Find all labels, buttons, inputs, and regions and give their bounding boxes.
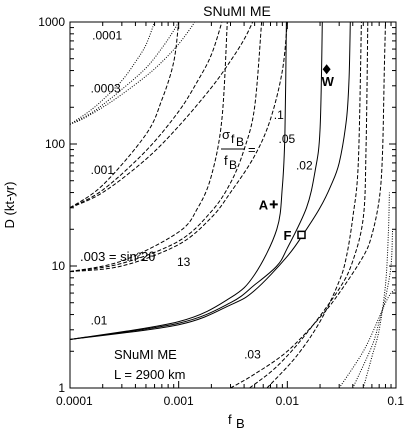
- curve-dashed-15: [249, 22, 369, 388]
- y-axis-label: D (kt-yr): [2, 182, 17, 229]
- inset-label: SNuMI ME L = 2900 km: [114, 347, 185, 382]
- series-label: .03: [244, 347, 261, 361]
- sigma-equals: =: [248, 142, 256, 157]
- curve-solid-11: [70, 22, 351, 340]
- x-tick-label: 0.0001: [56, 394, 93, 408]
- curve-dashed-14: [230, 22, 386, 388]
- sin2-sub: 13: [177, 255, 191, 269]
- curve-dashed-5: [70, 22, 254, 209]
- series-labels: .0001 .0003 .001 .01 .03 .1 .05.02: [91, 28, 313, 361]
- curve-dashed-10: [70, 22, 228, 273]
- series-label: .02: [296, 158, 313, 172]
- series-label: .05: [279, 132, 296, 146]
- marker-f-label: F: [283, 228, 291, 243]
- sigma-denominator: f: [224, 153, 228, 168]
- marker-w-symbol: [322, 64, 331, 75]
- markers: W A F: [259, 64, 335, 243]
- series-label: .0003: [91, 81, 121, 95]
- x-axis-label: f: [228, 412, 232, 427]
- plot-frame: [69, 21, 397, 389]
- chart-title: SNuMI ME: [203, 3, 271, 19]
- x-axis-label-sub: B: [236, 416, 245, 431]
- series-label: .1: [274, 108, 284, 122]
- sigma-den-sub: B: [229, 158, 237, 172]
- y-tick-label: 100: [45, 137, 65, 151]
- inset-line1: SNuMI ME: [114, 347, 177, 362]
- curve-dashed-16: [266, 22, 362, 388]
- series-label: .01: [91, 314, 108, 328]
- curve-dotted-4: [70, 22, 156, 125]
- curve-dotted-2: [70, 22, 195, 125]
- sigma-label: σ f B f B =: [221, 127, 256, 172]
- series-label: .001: [91, 163, 115, 177]
- curve-dashed-7: [70, 22, 180, 209]
- marker-a-label: A: [259, 197, 269, 212]
- marker-w-label: W: [322, 74, 335, 89]
- sigma-num-sub: f: [231, 132, 235, 146]
- y-tick-label: 1000: [38, 15, 65, 29]
- sin2-label: .003 = sin²2θ 13: [80, 249, 191, 269]
- y-tick-label: 10: [52, 259, 66, 273]
- sigma-num-subsub: B: [236, 135, 244, 149]
- x-tick-label: 0.001: [164, 394, 194, 408]
- tick-labels: 0.0001 0.001 0.01 0.1 1 10 100 1000: [38, 15, 404, 408]
- curve-solid-13: [70, 22, 287, 340]
- curves: [70, 22, 396, 388]
- series-label: .0001: [92, 28, 122, 42]
- sin2-text: .003 = sin²2θ: [80, 249, 156, 264]
- x-tick-label: 0.01: [276, 394, 300, 408]
- x-tick-label: 0.1: [387, 394, 404, 408]
- curve-dashed-9: [70, 22, 263, 273]
- marker-f-symbol: [297, 230, 306, 240]
- curve-dotted-18: [352, 229, 394, 388]
- curve-dotted-19: [362, 192, 390, 388]
- marker-a-symbol: [269, 200, 278, 209]
- inset-line2: L = 2900 km: [114, 367, 185, 382]
- y-tick-label: 1: [58, 381, 65, 395]
- sigma-numerator: σ: [222, 127, 230, 142]
- curve-dashed-6: [70, 22, 223, 209]
- curve-solid-12: [70, 22, 323, 340]
- curve-dashed-8: [70, 22, 288, 273]
- curve-dotted-3: [70, 22, 180, 125]
